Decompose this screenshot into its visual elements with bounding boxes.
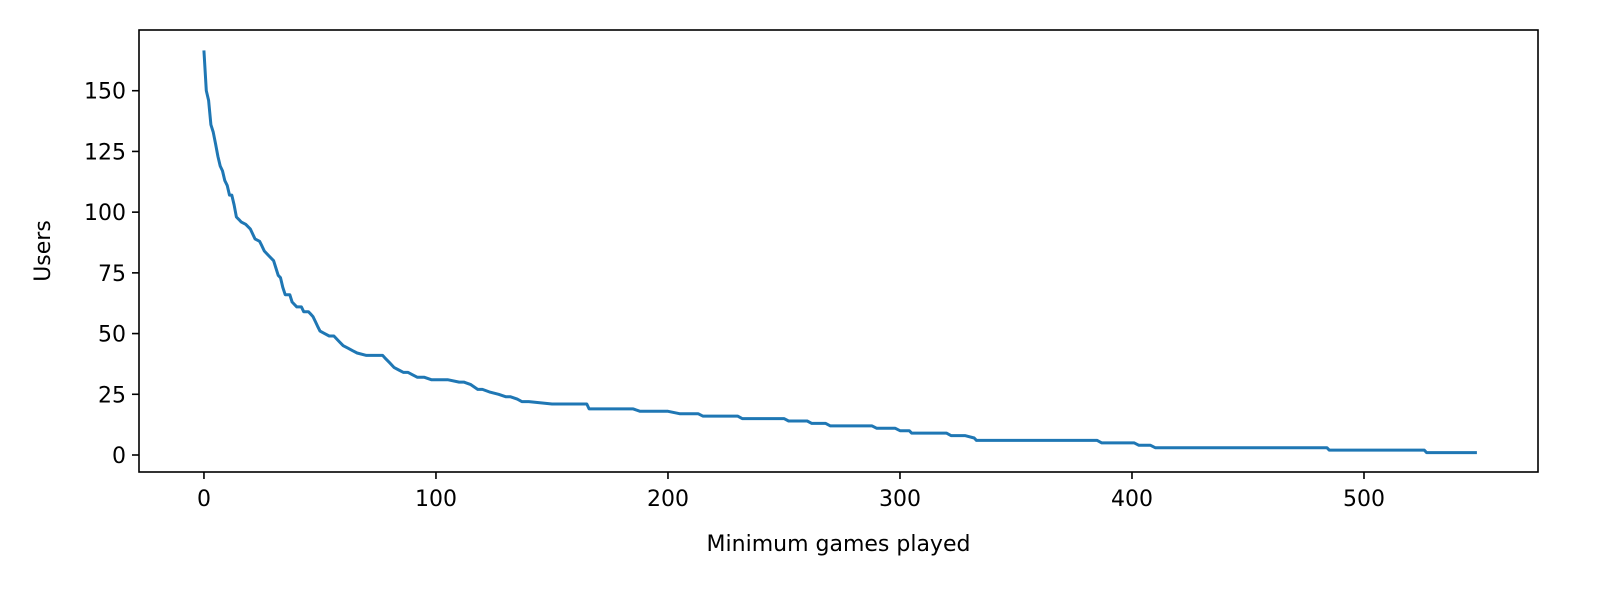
x-tick-label: 400 [1111,487,1153,512]
x-tick-label: 100 [415,487,457,512]
x-axis-label: Minimum games played [707,532,971,557]
series-line-0 [202,50,1477,455]
y-tick-label: 0 [112,444,126,469]
x-tick-label: 0 [197,487,211,512]
y-axis-label: Users [31,220,56,282]
x-axis: 0 100 200 300 400 500 [197,472,1385,512]
y-tick-label: 25 [98,383,126,408]
y-tick-label: 150 [84,80,126,105]
y-axis: 0 25 50 75 100 125 150 [84,80,139,469]
x-tick-label: 300 [879,487,921,512]
y-tick-label: 125 [84,140,126,165]
y-tick-label: 100 [84,201,126,226]
plot-area [202,50,1477,455]
axes-frame [138,29,1539,473]
y-tick-label: 50 [98,323,126,348]
y-tick-label: 75 [98,262,126,287]
x-tick-label: 200 [647,487,689,512]
x-tick-label: 500 [1343,487,1385,512]
